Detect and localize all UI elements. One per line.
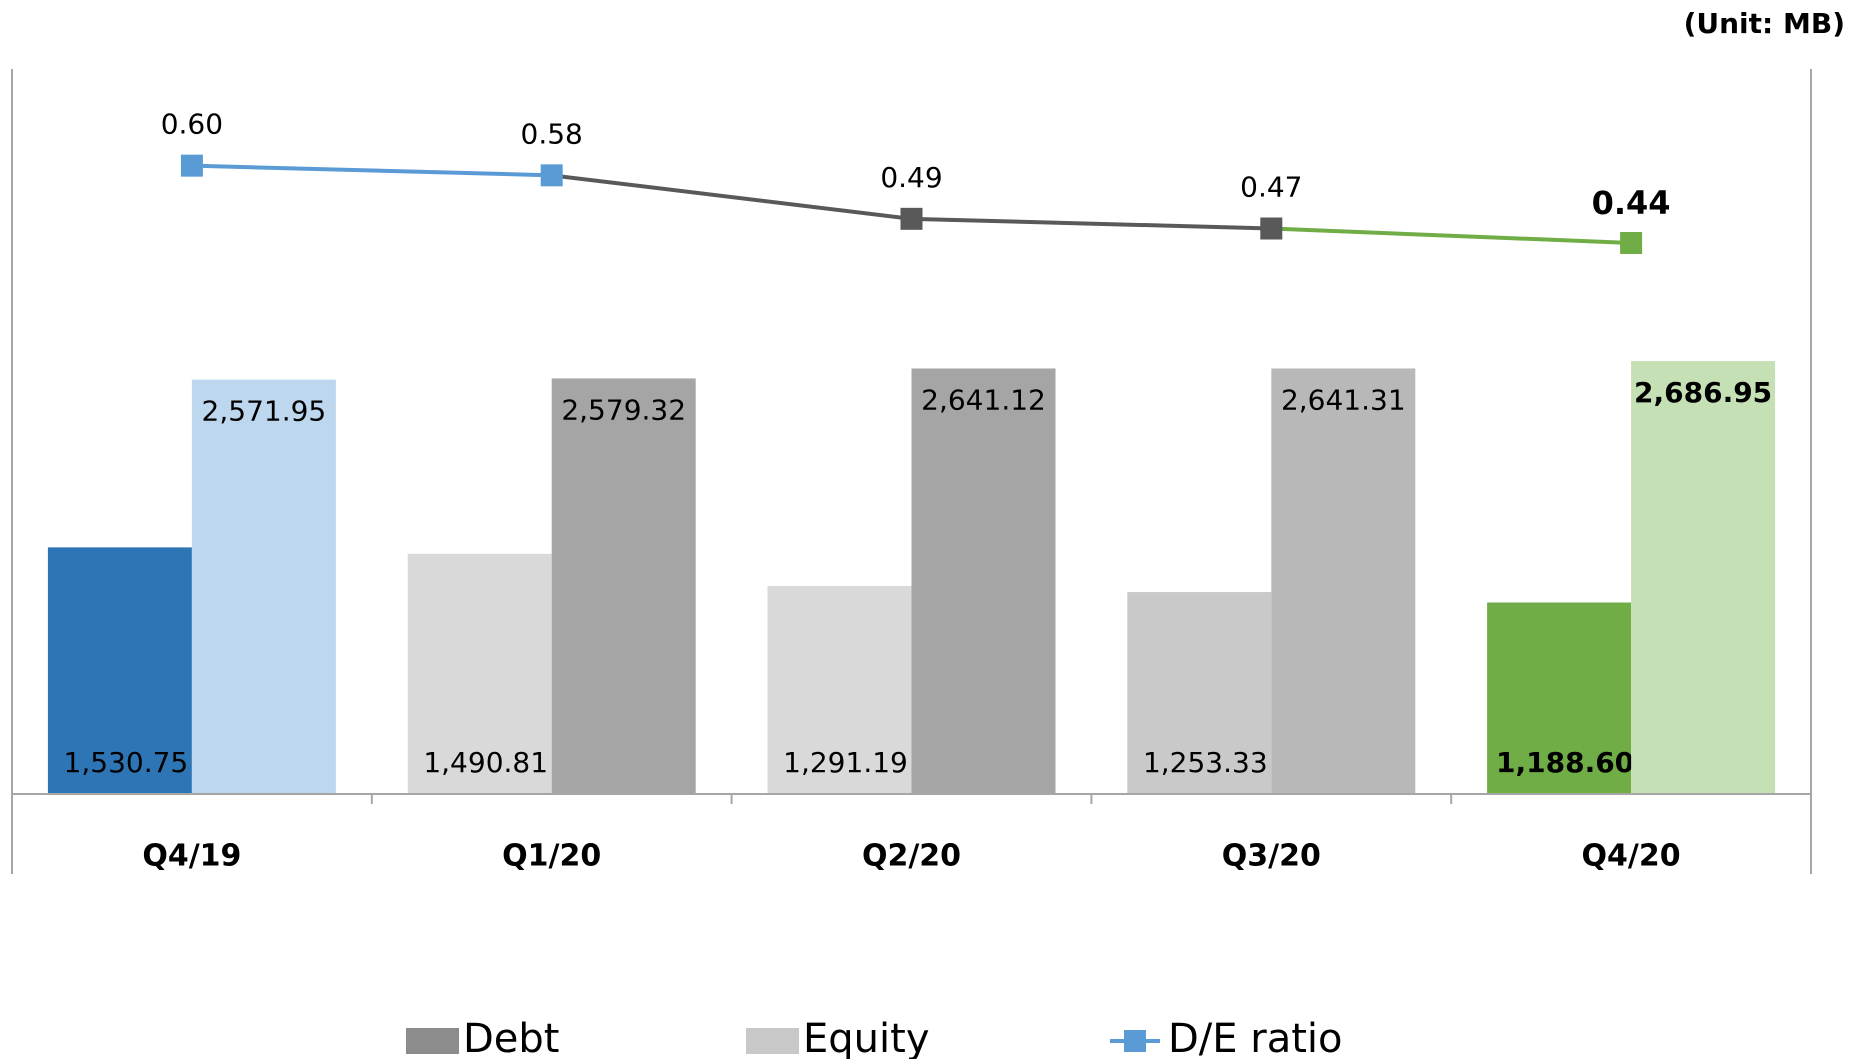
value-label: 0.60	[161, 108, 223, 141]
line-marker	[900, 207, 923, 230]
value-label: 2,641.31	[1281, 383, 1406, 416]
x-tick-label: Q2/20	[862, 839, 961, 874]
value-label: 2,641.12	[921, 383, 1046, 416]
value-label: 0.49	[880, 161, 942, 194]
bar	[1271, 368, 1416, 794]
line-segment	[1271, 226, 1632, 245]
legend-marker	[1124, 1030, 1146, 1052]
x-tick-label: Q3/20	[1222, 839, 1321, 874]
value-label: 1,530.75	[64, 746, 189, 779]
line-marker	[1620, 232, 1643, 254]
value-label: 1,291.19	[783, 746, 908, 779]
value-label: 1,188.60	[1496, 746, 1634, 779]
legend-label: Equity	[803, 1016, 929, 1059]
value-label: 0.47	[1240, 171, 1302, 204]
bar	[191, 379, 336, 794]
line-segment	[911, 216, 1272, 231]
bar	[1487, 602, 1632, 794]
line-marker	[1260, 217, 1283, 240]
bar	[551, 378, 696, 794]
bar	[767, 585, 912, 794]
legend-label: D/E ratio	[1168, 1016, 1343, 1059]
value-label: 2,686.95	[1634, 376, 1772, 409]
x-tick-label: Q4/20	[1582, 839, 1681, 874]
value-label: 1,490.81	[423, 746, 548, 779]
x-tick-label: Q1/20	[502, 839, 601, 874]
bar	[407, 553, 552, 794]
line-segment	[191, 163, 552, 178]
bar	[47, 547, 192, 794]
unit-label: (Unit: MB)	[1684, 7, 1845, 40]
bar	[1631, 361, 1776, 794]
line-marker	[180, 154, 203, 177]
value-label: 2,579.32	[561, 393, 686, 426]
line-segment	[551, 173, 912, 221]
x-tick-label: Q4/19	[142, 839, 241, 874]
value-label: 2,571.95	[202, 395, 327, 428]
value-label: 0.58	[521, 117, 583, 150]
value-label: 0.44	[1592, 184, 1671, 222]
bar	[911, 368, 1056, 794]
legend-swatch	[406, 1028, 459, 1054]
legend-swatch	[746, 1028, 799, 1054]
bar	[1127, 592, 1272, 794]
legend-label: Debt	[463, 1016, 559, 1059]
value-label: 1,253.33	[1143, 746, 1268, 779]
line-marker	[540, 164, 563, 187]
